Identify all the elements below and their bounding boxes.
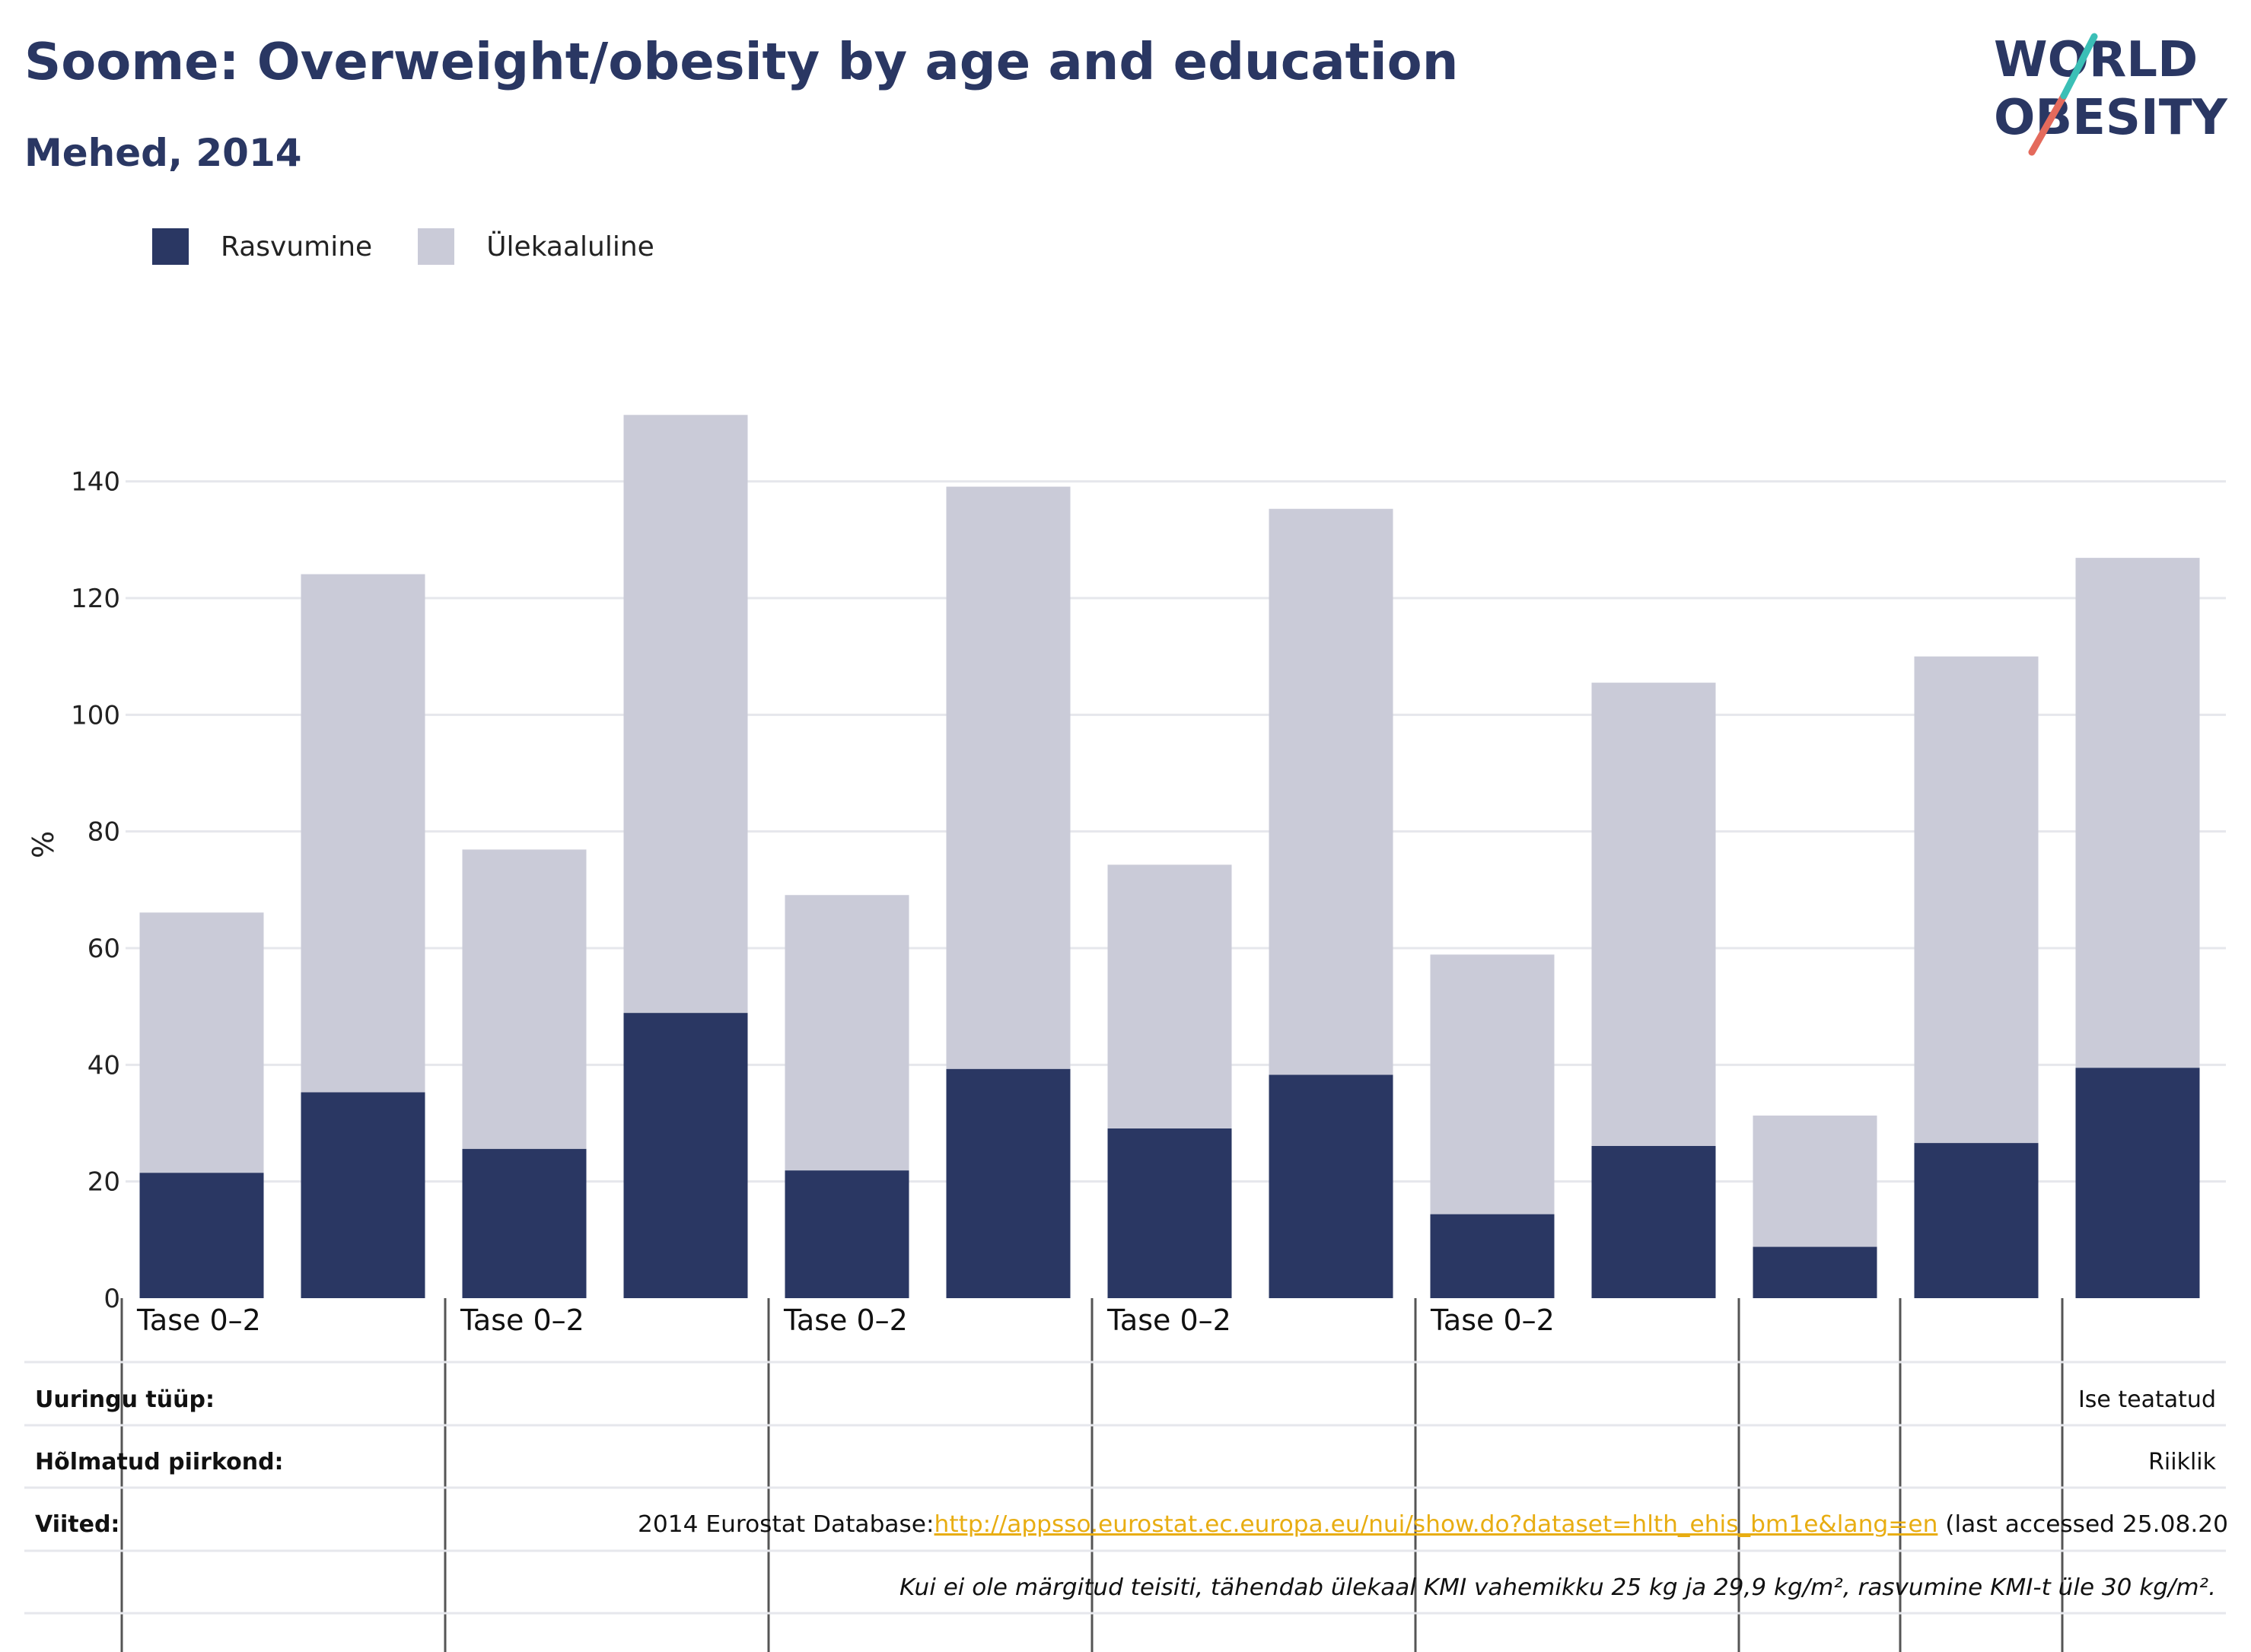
table-row-value: Riiklik [2148, 1449, 2217, 1475]
y-tick-label: 100 [71, 700, 120, 731]
y-tick-label: 120 [71, 584, 120, 614]
bar-ulekaaluline [1269, 508, 1393, 1075]
bar-rasvumine [2075, 1068, 2200, 1298]
y-tick-label: 0 [103, 1284, 120, 1314]
group-label: Tase 0–2 [460, 1303, 584, 1337]
bar-ulekaaluline [1753, 1116, 1877, 1247]
y-axis-ticks: 0 20 40 60 80 100 120 140 [71, 467, 120, 1314]
bar-rasvumine [139, 1173, 264, 1298]
table-row-value: Ise teatatud [2078, 1386, 2216, 1413]
table-row-label: Hõlmatud piirkond: [35, 1449, 284, 1475]
bars [139, 415, 2200, 1298]
bar-rasvumine [785, 1170, 909, 1298]
bar-ulekaaluline [301, 574, 425, 1093]
bar-rasvumine [623, 1013, 748, 1298]
bar-ulekaaluline [139, 912, 264, 1173]
group-label: Tase 0–2 [1430, 1303, 1555, 1337]
reference-prefix: 2014 Eurostat Database: [638, 1511, 934, 1538]
bar-rasvumine [1107, 1128, 1232, 1298]
logo-slash-red [2028, 92, 2068, 156]
legend-label-rasvumine: Rasvumine [221, 231, 373, 263]
bar-rasvumine [1430, 1214, 1555, 1298]
bar-ulekaaluline [623, 415, 748, 1014]
bar-ulekaaluline [462, 849, 587, 1149]
logo-line-1: WORLD [1994, 32, 2198, 88]
table-text: Uuringu tüüp: Ise teatatud Hõlmatud piirko… [35, 1386, 2228, 1601]
bar-ulekaaluline [946, 486, 1071, 1069]
group-label: Tase 0–2 [136, 1303, 261, 1337]
bar-rasvumine [1269, 1074, 1393, 1298]
category-labels: Tase 0–2 Tase 0–2 Tase 0–2 Tase 0–2 Tase 0–2 [136, 1303, 1555, 1337]
bar-rasvumine [301, 1092, 425, 1298]
y-tick-label: 140 [71, 467, 120, 498]
table-reference: 2014 Eurostat Database: http://appsso.eur… [638, 1511, 2228, 1538]
bar-ulekaaluline [1591, 683, 1716, 1146]
bar-rasvumine [1591, 1145, 1716, 1298]
legend-label-ulekaaluline: Ülekaaluline [486, 231, 654, 263]
logo-slash-teal [2060, 33, 2098, 100]
bar-rasvumine [1753, 1246, 1877, 1298]
y-tick-label: 80 [88, 817, 120, 848]
y-axis-title: % [27, 831, 60, 858]
table-row-label: Uuringu tüüp: [35, 1386, 215, 1413]
legend: Rasvumine Ülekaaluline [152, 225, 700, 268]
table-row-label: Viited: [35, 1511, 119, 1538]
legend-swatch-ulekaaluline [418, 228, 455, 265]
bar-ulekaaluline [785, 895, 909, 1171]
chart-subtitle: Mehed, 2014 [24, 131, 302, 175]
reference-suffix: (last accessed 25.08.20 [1937, 1511, 2228, 1538]
table-lines [24, 1298, 2226, 1652]
logo-line-2: OBESITY [1994, 90, 2227, 146]
legend-item-rasvumine[interactable]: Rasvumine [152, 228, 372, 265]
bar-rasvumine [1914, 1143, 2039, 1298]
bar-ulekaaluline [1914, 656, 2039, 1144]
y-tick-label: 60 [88, 934, 120, 964]
group-label: Tase 0–2 [1106, 1303, 1231, 1337]
bar-rasvumine [946, 1068, 1071, 1298]
bar-ulekaaluline [1430, 954, 1555, 1214]
bar-rasvumine [462, 1148, 587, 1298]
reference-link[interactable]: http://appsso.eurostat.ec.europa.eu/nui/… [934, 1511, 1938, 1538]
y-tick-label: 40 [88, 1050, 120, 1081]
chart-title: Soome: Overweight/obesity by age and edu… [24, 32, 1459, 91]
bar-ulekaaluline [2075, 558, 2200, 1068]
world-obesity-logo: WORLD OBESITY [1994, 32, 2227, 156]
group-label: Tase 0–2 [783, 1303, 908, 1337]
table-footnote: Kui ei ole märgitud teisiti, tähendab ül… [899, 1574, 2216, 1601]
legend-item-ulekaaluline[interactable]: Ülekaaluline [418, 228, 654, 265]
y-tick-label: 20 [88, 1167, 120, 1198]
bar-ulekaaluline [1107, 864, 1232, 1128]
legend-swatch-rasvumine [152, 228, 189, 265]
